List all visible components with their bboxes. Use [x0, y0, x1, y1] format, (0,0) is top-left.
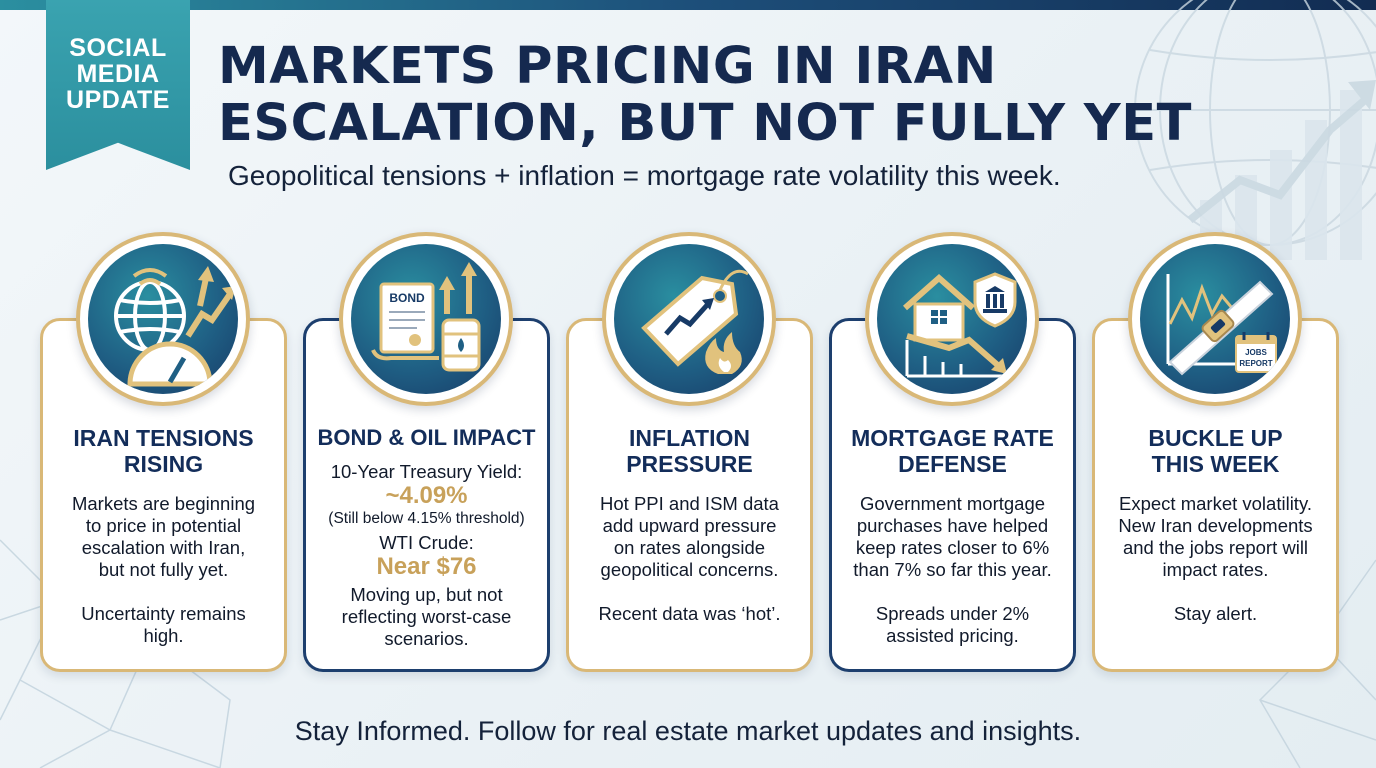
body-line: add upward pressure	[602, 515, 777, 536]
note-line: high.	[143, 625, 184, 646]
body-line: escalation with Iran,	[81, 537, 246, 558]
note-line: Stay alert.	[1173, 603, 1258, 624]
wti-crude-value: Near $76	[376, 553, 477, 580]
jobs-badge-line-2: REPORT	[1239, 359, 1272, 368]
card-title: BOND & OIL IMPACT	[317, 425, 536, 450]
treasury-yield-label: 10-Year Treasury Yield:	[330, 461, 523, 482]
body-line: impact rates.	[1162, 559, 1269, 580]
card-title-line: RISING	[123, 451, 204, 477]
icon-circle-buckle-up: JOBS REPORT	[1128, 232, 1302, 406]
headline: MARKETS PRICING IN IRAN ESCALATION, BUT …	[218, 38, 1218, 152]
card-title-line: DEFENSE	[898, 451, 1007, 477]
body-line: Expect market volatility.	[1119, 493, 1312, 514]
card-mortgage-rate-defense: MORTGAGE RATE DEFENSE Government mortgag…	[829, 318, 1076, 672]
body-line: keep rates closer to 6%	[855, 537, 1050, 558]
body-line: Moving up, but not	[350, 584, 503, 605]
card-body: Government mortgage purchases have helpe…	[842, 493, 1063, 647]
body-line: purchases have helped	[856, 515, 1049, 536]
jobs-badge-line-1: JOBS	[1245, 348, 1267, 357]
body-line: but not fully yet.	[98, 559, 229, 580]
top-accent-bar	[0, 0, 1376, 10]
card-title-line: THIS WEEK	[1151, 451, 1280, 477]
card-body: 10-Year Treasury Yield: ~4.09% (Still be…	[316, 461, 537, 650]
note-line: Uncertainty remains	[81, 603, 246, 624]
card-body: Expect market volatility. New Iran devel…	[1105, 493, 1326, 625]
card-body: Hot PPI and ISM data add upward pressure…	[579, 493, 800, 625]
body-line: scenarios.	[384, 628, 469, 649]
note-line: assisted pricing.	[886, 625, 1019, 646]
bond-oil-icon: BOND	[371, 262, 481, 372]
bond-document-label: BOND	[389, 291, 425, 305]
icon-circle-inflation	[602, 232, 776, 406]
card-title-line: INFLATION	[629, 425, 750, 451]
wti-crude-label: WTI Crude:	[379, 532, 474, 553]
card-inflation-pressure: INFLATION PRESSURE Hot PPI and ISM data …	[566, 318, 813, 672]
seatbelt-icon: JOBS REPORT	[1166, 274, 1277, 376]
body-line: Markets are beginning	[71, 493, 256, 514]
card-title-line: MORTGAGE RATE	[851, 425, 1054, 451]
price-tag-fire-icon	[641, 269, 749, 374]
ribbon-line-1: SOCIAL	[69, 34, 167, 62]
body-line: and the jobs report will	[1122, 537, 1309, 558]
body-line: Government mortgage	[859, 493, 1046, 514]
house-shield-icon	[903, 272, 1017, 378]
body-line: geopolitical concerns.	[600, 559, 779, 580]
ribbon-line-2: MEDIA	[76, 60, 160, 88]
card-title: IRAN TENSIONS RISING	[51, 425, 276, 477]
note-line: Recent data was ‘hot’.	[598, 603, 781, 624]
body-line: Hot PPI and ISM data	[600, 493, 779, 514]
card-title: INFLATION PRESSURE	[577, 425, 802, 477]
body-line: to price in potential	[85, 515, 242, 536]
icon-circle-mortgage	[865, 232, 1039, 406]
headline-line-1: MARKETS PRICING IN IRAN	[218, 37, 997, 96]
body-line: on rates alongside	[613, 537, 766, 558]
body-line: than 7% so far this year.	[853, 559, 1052, 580]
body-line: reflecting worst-case	[341, 606, 512, 627]
card-title-line: IRAN TENSIONS	[73, 425, 254, 451]
treasury-yield-value: ~4.09%	[385, 482, 468, 509]
icon-circle-bond-oil: BOND	[339, 232, 513, 406]
card-body: Markets are beginning to price in potent…	[53, 493, 274, 647]
body-line: New Iran developments	[1118, 515, 1313, 536]
card-title-line: BUCKLE UP	[1148, 425, 1283, 451]
card-title: MORTGAGE RATE DEFENSE	[840, 425, 1065, 477]
subtitle: Geopolitical tensions + inflation = mort…	[228, 160, 1061, 191]
ribbon-line-3: UPDATE	[66, 86, 170, 114]
headline-line-2: ESCALATION, BUT NOT FULLY YET	[218, 94, 1192, 153]
card-title: BUCKLE UP THIS WEEK	[1103, 425, 1328, 477]
treasury-yield-note: (Still below 4.15% threshold)	[328, 510, 525, 527]
globe-gauge-icon	[114, 266, 236, 387]
note-line: Spreads under 2%	[875, 603, 1030, 624]
footer-cta: Stay Informed. Follow for real estate ma…	[294, 716, 1082, 746]
social-media-update-ribbon: SOCIAL MEDIA UPDATE	[46, 0, 190, 170]
icon-circle-iran-tensions	[76, 232, 250, 406]
card-title-line: PRESSURE	[626, 451, 753, 477]
